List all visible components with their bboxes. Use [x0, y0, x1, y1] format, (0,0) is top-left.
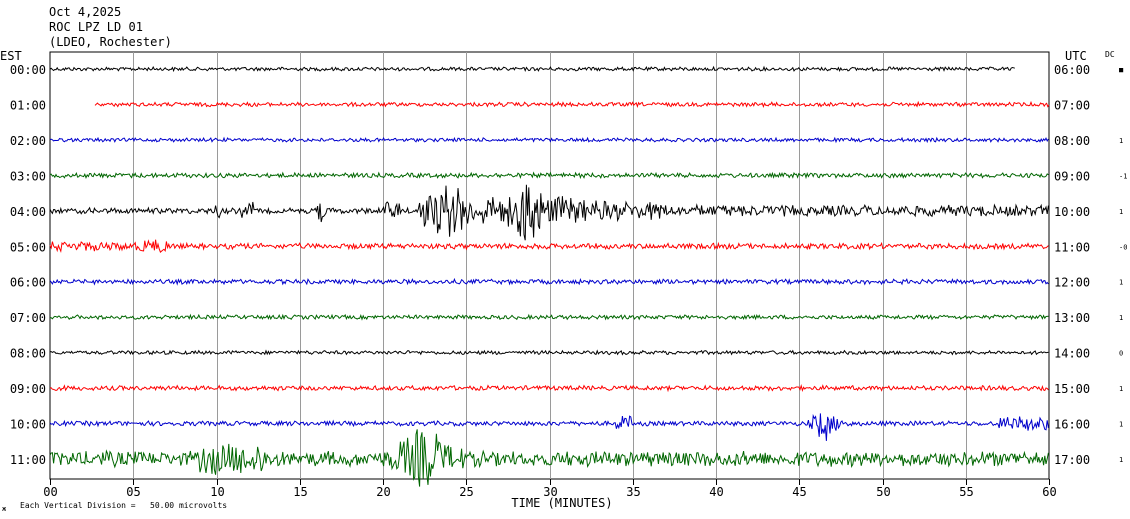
- header-date: Oct 4,2025: [49, 5, 121, 19]
- x-axis-title: TIME (MINUTES): [511, 496, 612, 510]
- trace-row-02:00: [49, 136, 1049, 144]
- header-network: (LDEO, Rochester): [49, 35, 172, 49]
- corner-mark: ж: [2, 505, 7, 513]
- utc-label-12:00: 12:00: [1054, 276, 1090, 290]
- trace-row-01:00: [94, 100, 1050, 109]
- x-tick-label-10: 10: [210, 485, 224, 499]
- x-tick-label-00: 00: [43, 485, 57, 499]
- x-tick-label-25: 25: [459, 485, 473, 499]
- trace-row-04:00: [49, 184, 1049, 241]
- utc-label-16:00: 16:00: [1054, 418, 1090, 432]
- utc-label-06:00: 06:00: [1054, 63, 1090, 77]
- x-tick-label-55: 55: [959, 485, 973, 499]
- utc-label-09:00: 09:00: [1054, 169, 1090, 183]
- dc-value: 1: [1119, 385, 1123, 393]
- dc-value: -1: [1119, 172, 1127, 180]
- utc-label-15:00: 15:00: [1054, 382, 1090, 396]
- est-label-06:00: 06:00: [10, 276, 46, 290]
- utc-label-14:00: 14:00: [1054, 347, 1090, 361]
- trace-row-05:00: [49, 239, 1049, 254]
- dc-value: 1: [1119, 208, 1123, 216]
- dc-value: 1: [1119, 456, 1123, 464]
- est-label-05:00: 05:00: [10, 240, 46, 254]
- trace-row-08:00: [49, 349, 1049, 356]
- x-tick-label-45: 45: [792, 485, 806, 499]
- dc-value: 1: [1119, 137, 1123, 145]
- trace-row-09:00: [49, 384, 1049, 393]
- dc-value: 1: [1119, 314, 1123, 322]
- scale-note: Each Vertical Division = 50.00 microvolt…: [20, 501, 227, 510]
- est-label-08:00: 08:00: [10, 347, 46, 361]
- est-label-09:00: 09:00: [10, 382, 46, 396]
- utc-label-07:00: 07:00: [1054, 98, 1090, 112]
- est-label-01:00: 01:00: [10, 98, 46, 112]
- trace-row-06:00: [49, 277, 1049, 286]
- utc-label-11:00: 11:00: [1054, 240, 1090, 254]
- trace-row-03:00: [49, 171, 1049, 180]
- plot-frame: [49, 51, 1050, 480]
- x-tick-label-15: 15: [293, 485, 307, 499]
- trace-row-11:00: [49, 429, 1049, 487]
- grid-layer: [49, 51, 1050, 485]
- x-tick-label-30: 30: [543, 485, 557, 499]
- est-label-04:00: 04:00: [10, 205, 46, 219]
- dc-value: 1: [1119, 421, 1123, 429]
- x-tick-label-20: 20: [376, 485, 390, 499]
- utc-axis-label: UTC: [1065, 49, 1087, 63]
- utc-label-13:00: 13:00: [1054, 311, 1090, 325]
- est-label-02:00: 02:00: [10, 134, 46, 148]
- est-label-07:00: 07:00: [10, 311, 46, 325]
- utc-label-17:00: 17:00: [1054, 453, 1090, 467]
- utc-label-10:00: 10:00: [1054, 205, 1090, 219]
- utc-label-08:00: 08:00: [1054, 134, 1090, 148]
- x-tick-label-40: 40: [709, 485, 723, 499]
- est-label-11:00: 11:00: [10, 453, 46, 467]
- est-label-03:00: 03:00: [10, 169, 46, 183]
- dc-value: ■: [1119, 66, 1124, 74]
- est-label-10:00: 10:00: [10, 418, 46, 432]
- dc-value: 1: [1119, 279, 1123, 287]
- dc-value: 0: [1119, 350, 1123, 358]
- dc-column-label: DC: [1105, 50, 1115, 59]
- x-tick-label-60: 60: [1042, 485, 1056, 499]
- trace-layer: [49, 65, 1050, 487]
- header-station: ROC LPZ LD 01: [49, 20, 143, 34]
- dc-value: -0: [1119, 243, 1127, 251]
- x-tick-label-50: 50: [876, 485, 890, 499]
- est-axis-label: EST: [0, 49, 22, 63]
- est-label-00:00: 00:00: [10, 63, 46, 77]
- x-tick-label-35: 35: [626, 485, 640, 499]
- x-tick-label-05: 05: [126, 485, 140, 499]
- trace-row-10:00: [49, 413, 1049, 441]
- trace-row-07:00: [49, 313, 1049, 321]
- trace-row-00:00: [49, 65, 1015, 73]
- label-layer: Oct 4,2025 ROC LPZ LD 01 (LDEO, Rocheste…: [0, 5, 1127, 513]
